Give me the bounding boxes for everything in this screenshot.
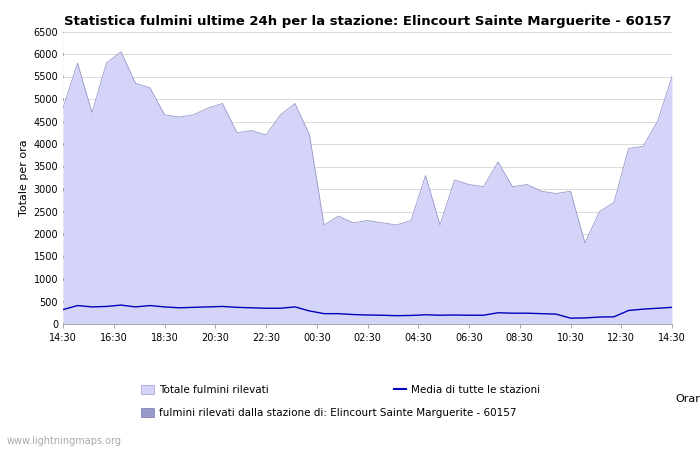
- Text: Orario: Orario: [676, 394, 700, 404]
- Title: Statistica fulmini ultime 24h per la stazione: Elincourt Sainte Marguerite - 601: Statistica fulmini ultime 24h per la sta…: [64, 14, 671, 27]
- Text: www.lightningmaps.org: www.lightningmaps.org: [7, 436, 122, 446]
- Legend: fulmini rilevati dalla stazione di: Elincourt Sainte Marguerite - 60157: fulmini rilevati dalla stazione di: Elin…: [141, 408, 517, 418]
- Y-axis label: Totale per ora: Totale per ora: [19, 140, 29, 216]
